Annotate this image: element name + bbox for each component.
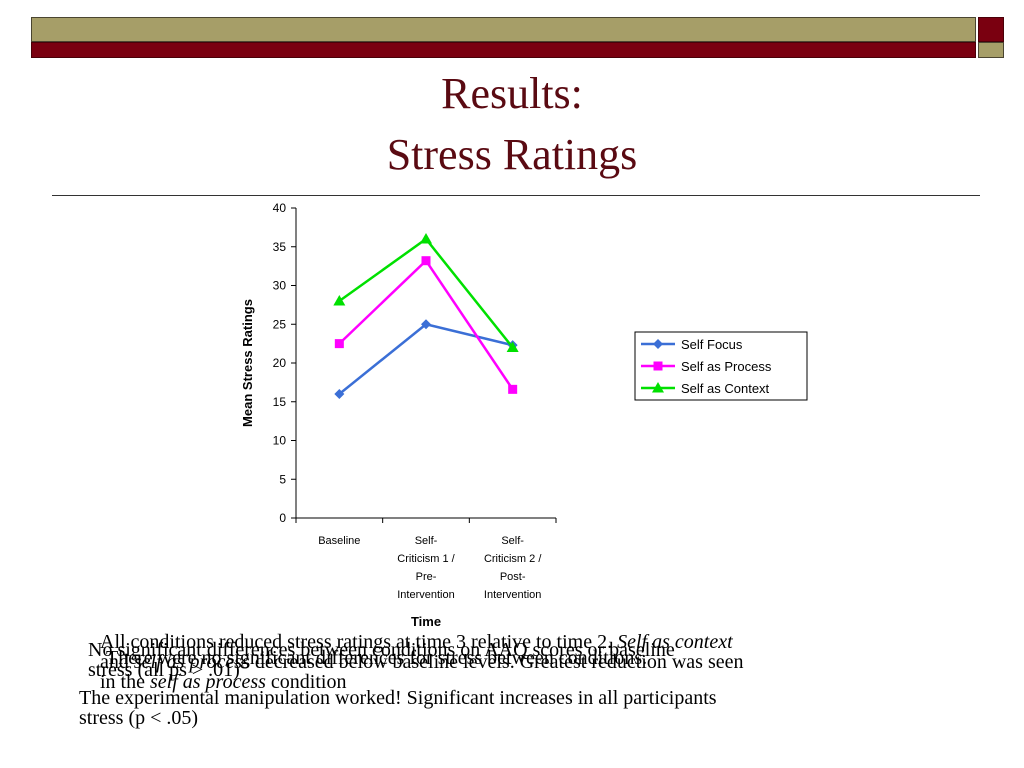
y-tick-label: 35 — [273, 240, 287, 254]
header-band-olive — [31, 17, 976, 42]
self-as-context-point — [333, 295, 346, 306]
no-diff-line-2: stress (all ps > .01) — [88, 659, 240, 681]
summary-line-1: All conditions reduced stress ratings at… — [100, 631, 733, 653]
no-diff-line-1b: There were no significant differences fo… — [106, 647, 648, 669]
x-tick-label: Pre- — [416, 571, 437, 583]
legend-label-self-focus: Self Focus — [681, 337, 743, 352]
no-difference-text: No significant differences between condi… — [88, 640, 675, 680]
self-focus-point — [334, 389, 345, 399]
self-focus-line — [338, 322, 513, 395]
summary-line-2: and self as process decreased below base… — [100, 651, 744, 673]
legend-marker-self-focus — [653, 339, 663, 349]
y-tick-label: 40 — [273, 201, 287, 215]
y-tick-label: 5 — [279, 472, 286, 486]
legend-label-self-as-process: Self as Process — [681, 359, 772, 374]
y-tick-label: 15 — [273, 395, 287, 409]
self-focus-point — [421, 319, 431, 330]
y-tick-label: 30 — [273, 279, 287, 293]
self-as-process-point — [508, 384, 518, 394]
results-summary-text: All conditions reduced stress ratings at… — [100, 632, 744, 692]
manipulation-line-1: The experimental manipulation worked! Si… — [79, 687, 717, 709]
header-band-maroon — [31, 42, 976, 58]
y-tick-label: 0 — [279, 511, 286, 525]
legend-marker-self-as-context — [652, 382, 664, 393]
x-tick-label: Self- — [501, 535, 524, 547]
y-tick-label: 10 — [273, 434, 287, 448]
no-diff-line-1: No significant differences between condi… — [88, 639, 675, 661]
self-as-context-point — [420, 233, 432, 244]
manipulation-text: The experimental manipulation worked! Si… — [79, 688, 717, 728]
slide-title-line2: Stress Ratings — [386, 130, 638, 179]
self-as-context-point — [506, 341, 519, 352]
y-tick-label: 25 — [273, 317, 287, 331]
slide-title-line1: Results: — [441, 69, 583, 118]
summary-line-3: in the self as process condition — [100, 671, 347, 693]
x-tick-label: Post- — [500, 571, 526, 583]
header-corner-olive — [978, 42, 1004, 58]
x-tick-label: Intervention — [397, 589, 454, 601]
x-axis-title: Time — [411, 614, 441, 629]
self-as-process-point — [334, 339, 344, 349]
self-as-process-point — [421, 256, 431, 266]
self-as-context-line — [338, 237, 514, 349]
x-tick-label: Criticism 1 / — [397, 553, 455, 565]
x-tick-label: Self- — [415, 535, 438, 547]
y-tick-label: 20 — [273, 356, 287, 370]
stress-line-chart: 0 5 10 15 20 25 30 35 40 Baseline Self- Criticism 1… — [240, 201, 808, 629]
legend-label-self-as-context: Self as Context — [681, 381, 770, 396]
header-corner-maroon — [978, 17, 1004, 42]
manipulation-line-2: stress (p < .05) — [79, 707, 199, 729]
x-tick-label: Criticism 2 / — [484, 553, 542, 565]
x-tick-label: Intervention — [484, 589, 541, 601]
title-divider — [52, 195, 980, 196]
legend-marker-self-as-process — [653, 361, 663, 371]
y-axis-title: Mean Stress Ratings — [240, 299, 255, 427]
x-tick-label: Baseline — [318, 535, 360, 547]
